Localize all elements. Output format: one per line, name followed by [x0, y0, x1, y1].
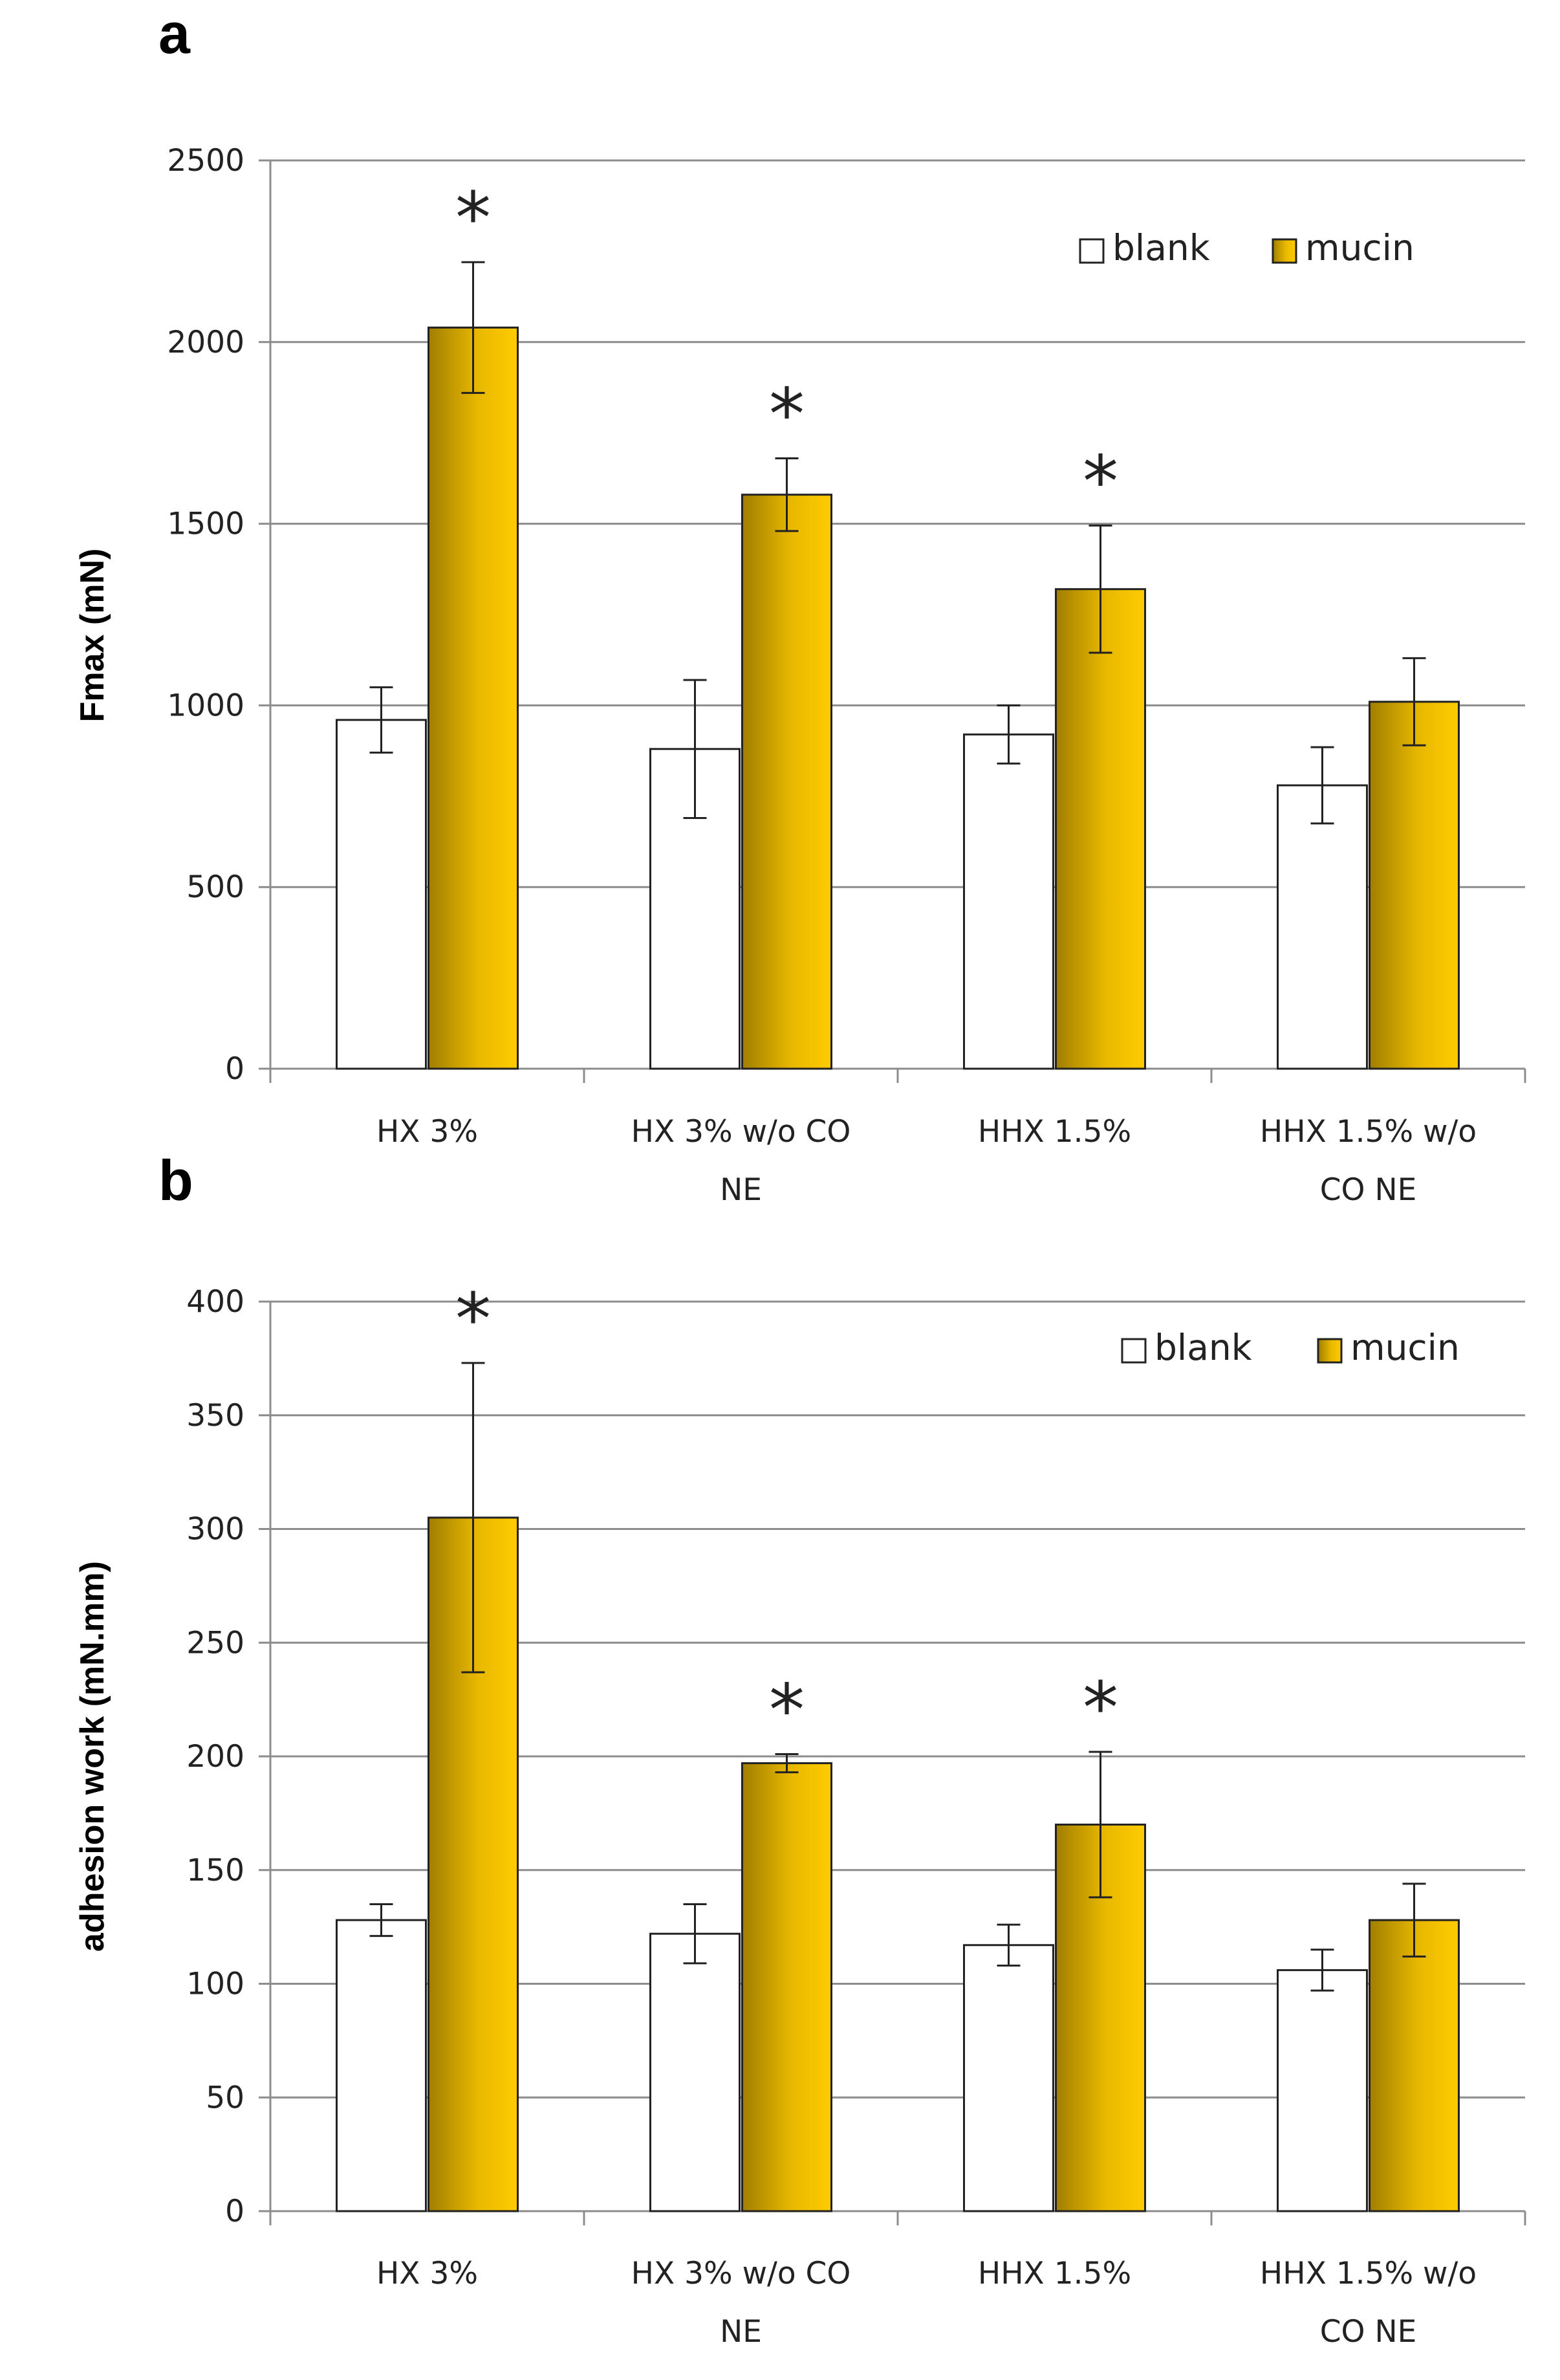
x-category-label: HHX 1.5% w/o	[1260, 2256, 1477, 2291]
panel-b-letter: b	[158, 1148, 193, 1212]
bar-blank	[336, 719, 427, 1070]
x-category-label: HX 3% w/o CO	[631, 2256, 851, 2291]
y-tick-label: 1000	[167, 688, 244, 723]
legend: blank mucin	[1079, 227, 1414, 268]
y-tick-label: 350	[186, 1398, 244, 1434]
legend-swatch-mucin	[1317, 1338, 1343, 1364]
x-category-label: HX 3%	[376, 2256, 478, 2291]
x-category-label: NE	[720, 2314, 762, 2350]
legend-label-mucin: mucin	[1305, 227, 1414, 268]
x-category-label: CO NE	[1320, 2314, 1417, 2350]
y-tick-label: 250	[186, 1625, 244, 1661]
y-tick-label: 0	[225, 1051, 244, 1087]
legend: blank mucin	[1121, 1327, 1460, 1368]
y-tick-label: 0	[225, 2194, 244, 2229]
y-tick-label: 150	[186, 1853, 244, 1888]
bar-mucin	[741, 1762, 832, 2212]
bar-blank	[1277, 784, 1368, 1070]
x-category-label: HHX 1.5%	[978, 1114, 1131, 1150]
y-tick-label: 1500	[167, 507, 244, 542]
panel-b-chart: b adhesion work (mN.mm) 0 50 100 150 200 250 3…	[74, 1148, 1526, 2350]
significance-star: *	[769, 373, 805, 456]
bar-blank	[963, 733, 1054, 1070]
y-tick-label: 2000	[167, 325, 244, 360]
x-category-label: HX 3%	[376, 1114, 478, 1150]
legend-label-blank: blank	[1112, 227, 1210, 268]
bar-blank	[1277, 1969, 1368, 2212]
bar-mucin	[1055, 588, 1146, 1070]
significance-star: *	[1083, 440, 1118, 523]
bar-mucin	[1369, 701, 1460, 1070]
panel-a-y-axis-label: Fmax (mN)	[74, 549, 111, 723]
x-category-label: HHX 1.5%	[978, 2256, 1131, 2291]
y-tick-label: 100	[186, 1967, 244, 2002]
significance-star: *	[769, 1668, 805, 1751]
y-tick-label: 200	[186, 1739, 244, 1774]
legend-label-mucin: mucin	[1350, 1327, 1460, 1368]
y-tick-label: 300	[186, 1512, 244, 1547]
panel-b-y-axis-label: adhesion work (mN.mm)	[74, 1561, 111, 1952]
bar-mucin	[428, 326, 519, 1070]
bar-blank	[336, 1919, 427, 2212]
panel-a-chart: a Fmax (mN) 0 500 1000 1500 2000 2500 * HX 3% * H…	[74, 1, 1526, 1208]
significance-star: *	[1083, 1666, 1118, 1749]
x-category-label: NE	[720, 1172, 762, 1208]
significance-star: *	[455, 1278, 491, 1360]
significance-star: *	[455, 177, 491, 259]
legend-swatch-blank	[1079, 238, 1105, 264]
y-tick-label: 500	[186, 869, 244, 905]
x-category-label: HX 3% w/o CO	[631, 1114, 851, 1150]
bar-blank	[649, 1932, 741, 2212]
x-category-label: HHX 1.5% w/o	[1260, 1114, 1477, 1150]
x-category-label: CO NE	[1320, 1172, 1417, 1208]
bar-mucin	[741, 494, 832, 1070]
panel-a-letter: a	[158, 1, 191, 65]
legend-swatch-blank	[1121, 1338, 1147, 1364]
y-tick-label: 2500	[167, 143, 244, 179]
y-tick-label: 400	[186, 1284, 244, 1320]
y-tick-label: 50	[206, 2080, 244, 2115]
legend-label-blank: blank	[1154, 1327, 1252, 1368]
bar-mucin	[1369, 1919, 1460, 2212]
bar-blank	[963, 1944, 1054, 2212]
legend-swatch-mucin	[1272, 238, 1297, 264]
